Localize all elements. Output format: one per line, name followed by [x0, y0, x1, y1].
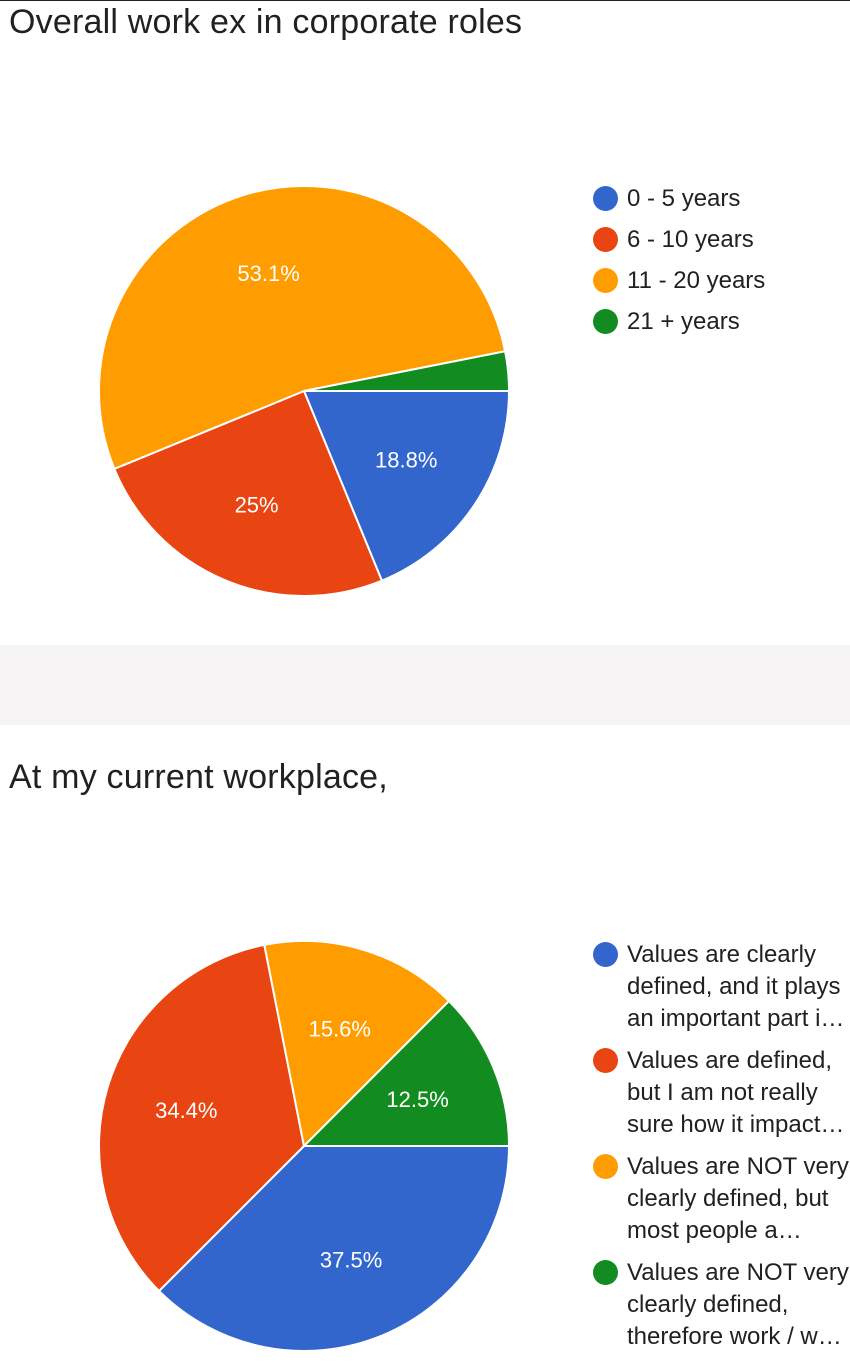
legend-label: Values are clearly defined, and it plays…	[627, 941, 845, 1032]
slice-label: 34.4%	[155, 1098, 217, 1123]
legend-label: Values are defined, but I am not really …	[627, 1047, 845, 1138]
legend-label: 11 - 20 years	[627, 267, 766, 294]
legend-swatch	[593, 1154, 618, 1179]
slice-label: 18.8%	[375, 448, 437, 473]
legend-item: 21 + years	[593, 305, 765, 346]
legend-item: Values are clearly defined, and it plays…	[593, 939, 850, 1035]
legend-swatch	[593, 942, 618, 967]
legend-item: 0 - 5 years	[593, 182, 765, 223]
legend-item: Values are NOT very clearly defined, but…	[593, 1151, 850, 1247]
legend-label: 0 - 5 years	[627, 185, 741, 212]
pie-slice[interactable]	[302, 390, 511, 582]
legend-label: Values are NOT very clearly defined, but…	[627, 1153, 849, 1244]
slice-label: 37.5%	[320, 1248, 382, 1273]
pie-chart: 18.8% 25% 53.1%	[98, 184, 511, 597]
pie-slice[interactable]	[98, 184, 507, 471]
chart-card-workplace-values: At my current workplace, 37.5% 34.4% 15.6%…	[0, 725, 850, 1354]
chart-title: At my current workplace,	[9, 758, 388, 796]
pie-slice[interactable]	[157, 1145, 511, 1352]
card-separator	[0, 645, 850, 725]
pie-slice[interactable]	[98, 943, 306, 1293]
pie-chart: 37.5% 34.4% 15.6% 12.5%	[98, 940, 511, 1352]
legend-label: 6 - 10 years	[627, 226, 754, 253]
pie-slice[interactable]	[303, 350, 511, 392]
slice-label: 15.6%	[309, 1016, 371, 1041]
chart-legend: 0 - 5 years 6 - 10 years 11 - 20 years 2…	[593, 182, 765, 346]
slice-label: 25%	[235, 493, 279, 518]
legend-swatch	[593, 1260, 618, 1285]
chart-title: Overall work ex in corporate roles	[9, 3, 523, 41]
slice-label: 12.5%	[386, 1087, 448, 1112]
top-border	[0, 0, 850, 1]
legend-swatch	[593, 227, 618, 252]
legend-swatch	[593, 1048, 618, 1073]
chart-card-work-experience: Overall work ex in corporate roles 18.8%…	[0, 1, 850, 645]
legend-label: Values are NOT very clearly defined, the…	[627, 1259, 849, 1350]
pie-slice[interactable]	[301, 999, 511, 1147]
legend-item: 6 - 10 years	[593, 223, 765, 264]
legend-swatch	[593, 186, 618, 211]
legend-swatch	[593, 268, 618, 293]
legend-item: Values are defined, but I am not really …	[593, 1045, 850, 1141]
chart-legend: Values are clearly defined, and it plays…	[593, 939, 850, 1363]
slice-label: 53.1%	[237, 261, 299, 286]
pie-slice[interactable]	[263, 940, 451, 1149]
legend-label: 21 + years	[627, 308, 740, 335]
legend-item: Values are NOT very clearly defined, the…	[593, 1257, 850, 1353]
legend-item: 11 - 20 years	[593, 264, 765, 305]
legend-swatch	[593, 309, 618, 334]
